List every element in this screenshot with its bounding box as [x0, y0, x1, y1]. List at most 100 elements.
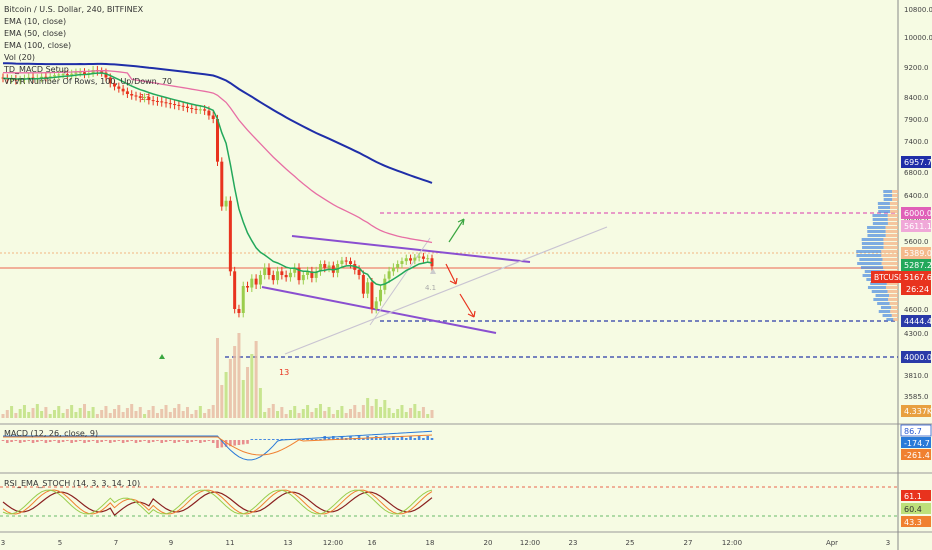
volume-bar — [87, 411, 91, 418]
macd-histogram-bar — [186, 440, 189, 443]
vpvr-bar-down — [889, 294, 898, 297]
candle-body — [284, 275, 288, 278]
support-2-tag: 4000.0 — [901, 351, 932, 363]
macd-histogram-bar — [211, 440, 215, 443]
svg-text:43.3: 43.3 — [904, 518, 922, 527]
volume-bar — [185, 407, 189, 418]
macd-histogram-bar — [302, 439, 305, 440]
uptrend-line[interactable] — [284, 226, 608, 355]
macd-histogram-bar — [349, 436, 352, 440]
vpvr-bar-down — [893, 318, 898, 321]
volume-bar — [74, 412, 78, 418]
macd-histogram-bar — [409, 436, 412, 440]
macd-histogram-bar — [379, 438, 382, 440]
candle-body — [396, 264, 400, 268]
price-tick-label: 10000.0 — [904, 34, 932, 42]
study-ema50[interactable]: EMA (50, close) — [4, 29, 66, 38]
vpvr-bar-down — [887, 218, 898, 221]
macd-histogram-bar — [66, 440, 69, 441]
chart-title[interactable]: Bitcoin / U.S. Dollar, 240, BITFINEX — [4, 5, 144, 14]
time-tick-label: 27 — [684, 539, 693, 547]
vpvr-bar-up — [875, 294, 890, 297]
svg-text:5287.2: 5287.2 — [904, 261, 932, 270]
macd-histogram-bar — [241, 440, 245, 445]
volume-bar — [348, 409, 352, 418]
volume-bar — [91, 407, 95, 418]
volume-bar — [1, 414, 5, 418]
buy-triangle-icon — [159, 354, 165, 359]
vpvr-bar-up — [883, 190, 893, 193]
price-tick-label: 10800.0 — [904, 6, 932, 14]
candle-body — [340, 260, 344, 264]
candle-body — [40, 76, 44, 79]
candle-body — [168, 103, 172, 105]
rsi-pane — [2, 489, 433, 517]
macd-histogram-bar — [229, 440, 232, 447]
stoch-k-line — [2, 489, 433, 515]
rsi-tag-2: 60.4 — [901, 503, 931, 514]
study-ema100[interactable]: EMA (100, close) — [4, 41, 71, 50]
svg-text:86.7: 86.7 — [904, 427, 922, 436]
study-volume[interactable]: Vol (20) — [4, 53, 35, 62]
candle-body — [310, 271, 314, 278]
candle-body — [366, 282, 370, 294]
volume-bar — [44, 407, 48, 418]
macd-histogram-bar — [199, 440, 202, 443]
macd-histogram-bar — [10, 440, 13, 442]
macd-histogram-bar — [267, 439, 271, 440]
study-td[interactable]: TD_MACD Setup — [3, 65, 69, 74]
study-ema10[interactable]: EMA (10, close) — [4, 17, 66, 26]
volume-bar — [331, 414, 335, 418]
candle-body — [224, 200, 228, 207]
macd-label[interactable]: MACD (12, 26, close, 9) — [4, 429, 98, 438]
volume-bar — [211, 405, 215, 418]
uptrend-line-2[interactable] — [369, 237, 431, 326]
candle-body — [288, 272, 292, 278]
volume-bar — [18, 409, 22, 418]
macd-histogram-bar — [130, 440, 133, 441]
svg-text:-174.7: -174.7 — [904, 439, 930, 448]
macd-histogram-bar — [121, 440, 125, 443]
macd-histogram-bar — [276, 439, 279, 440]
candle-body — [78, 72, 82, 74]
price-axis[interactable]: 10800.0 10000.0 9200.0 8400.0 7900.0 7400.0 68… — [904, 6, 932, 401]
candle-body — [250, 278, 254, 288]
candle-body — [164, 102, 168, 104]
macd-histogram-bar — [169, 440, 172, 441]
candle-body — [211, 115, 215, 119]
volume-bars — [1, 333, 434, 418]
vpvr-bar-down — [882, 258, 898, 261]
volume-bar — [241, 380, 245, 418]
time-tick-label: 13 — [284, 539, 293, 547]
macd-histogram-bar — [194, 440, 198, 441]
last-price-tag: 5167.6 26:24 — [901, 271, 932, 295]
time-tick-label: 25 — [626, 539, 635, 547]
volume-bar — [125, 408, 129, 418]
td-count-annotation: 13 — [140, 93, 150, 102]
volume-bar — [306, 405, 310, 418]
macd-histogram-bar — [220, 440, 224, 448]
price-tick-label: 9200.0 — [904, 64, 929, 72]
candle-body — [327, 265, 331, 268]
volume-bar — [318, 404, 322, 418]
td-count-annotation: 13 — [279, 368, 289, 377]
candle-body — [391, 267, 395, 272]
svg-text:4.337K: 4.337K — [904, 407, 932, 416]
vpvr-bar-up — [860, 266, 884, 269]
volume-bar — [314, 408, 318, 418]
vpvr-bar-up — [870, 282, 887, 285]
time-axis[interactable]: 3 5 7 9 11 13 12:00 16 18 20 12:00 23 25 27 12:00 Apr 3 — [1, 539, 890, 547]
channel-lower-line[interactable] — [261, 286, 497, 334]
volume-bar — [173, 408, 177, 418]
vpvr-bar-up — [867, 286, 886, 289]
channel-upper-line[interactable] — [291, 235, 531, 263]
candle-body — [417, 256, 421, 258]
macd-histogram-bar — [259, 439, 262, 440]
candle-body — [228, 200, 232, 272]
macd-histogram-bar — [78, 440, 82, 441]
macd-pane — [1, 430, 434, 461]
study-vpvr[interactable]: VPVR Number Of Rows, 100, Up/Down, 70 — [4, 77, 172, 86]
macd-histogram-bar — [74, 440, 78, 442]
rsi-label[interactable]: RSI_EMA_STOCH (14, 3, 3, 14, 10) — [4, 479, 140, 488]
